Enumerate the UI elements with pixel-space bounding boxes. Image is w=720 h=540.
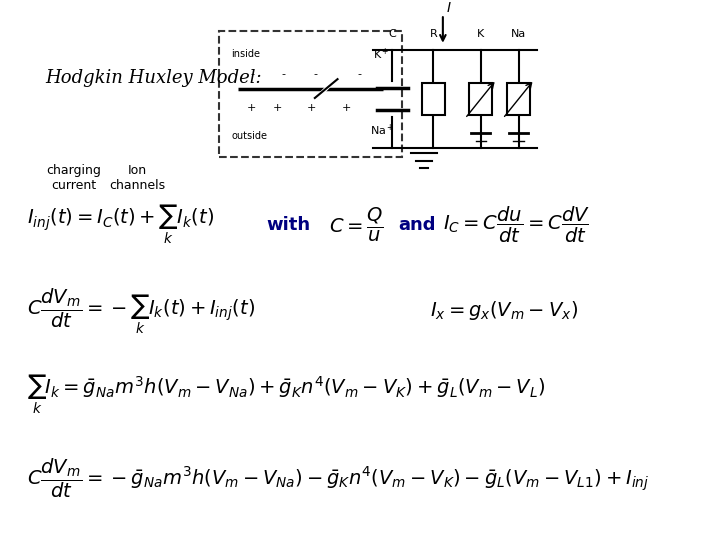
Text: -: - <box>358 69 365 79</box>
Text: with: with <box>266 215 310 234</box>
Text: $C\dfrac{dV_m}{dt} = -\bar{g}_{Na} m^3 h (V_m - V_{Na}) - \bar{g}_K n^4 (V_m - V: $C\dfrac{dV_m}{dt} = -\bar{g}_{Na} m^3 h… <box>27 457 649 500</box>
Text: outside: outside <box>232 131 268 141</box>
Text: +: + <box>273 103 285 112</box>
Text: charging
current: charging current <box>47 164 102 192</box>
Text: Hodgkin Huxley Model:: Hodgkin Huxley Model: <box>45 69 262 87</box>
Text: and: and <box>399 215 436 234</box>
Text: Ion
channels: Ion channels <box>109 164 165 192</box>
Text: inside: inside <box>232 49 261 59</box>
Text: +: + <box>248 103 260 112</box>
FancyBboxPatch shape <box>219 31 402 157</box>
Text: R: R <box>430 29 437 38</box>
Text: -: - <box>314 69 321 79</box>
Bar <box>422 83 445 115</box>
Text: $I$: $I$ <box>446 1 451 15</box>
Text: $C = \dfrac{Q}{u}$: $C = \dfrac{Q}{u}$ <box>329 206 384 244</box>
Text: $I_C = C\dfrac{du}{dt} = C\dfrac{dV}{dt}$: $I_C = C\dfrac{du}{dt} = C\dfrac{dV}{dt}… <box>443 205 590 245</box>
Text: $C\dfrac{dV_m}{dt} = -\sum_{k} I_k(t) + I_{inj}(t)$: $C\dfrac{dV_m}{dt} = -\sum_{k} I_k(t) + … <box>27 286 255 336</box>
Text: $I_{inj}(t) = I_C(t) + \sum_{k} I_k(t)$: $I_{inj}(t) = I_C(t) + \sum_{k} I_k(t)$ <box>27 203 214 246</box>
Text: K: K <box>477 29 485 38</box>
Text: -: - <box>251 69 258 79</box>
Text: $\sum_{k} I_k = \bar{g}_{Na} m^3 h (V_m - V_{Na}) + \bar{g}_K n^4 (V_m - V_K) + : $\sum_{k} I_k = \bar{g}_{Na} m^3 h (V_m … <box>27 373 545 416</box>
Text: $I_x = g_x(V_m - V_x)$: $I_x = g_x(V_m - V_x)$ <box>431 300 578 322</box>
Text: +: + <box>342 103 355 112</box>
Text: +: + <box>307 103 320 112</box>
Text: C: C <box>389 29 396 38</box>
Bar <box>469 83 492 115</box>
Text: Na$^+$: Na$^+$ <box>370 123 395 138</box>
Bar <box>507 83 530 115</box>
Text: -: - <box>282 69 289 79</box>
Text: Na: Na <box>511 29 526 38</box>
Text: K$^+$: K$^+$ <box>374 46 390 62</box>
